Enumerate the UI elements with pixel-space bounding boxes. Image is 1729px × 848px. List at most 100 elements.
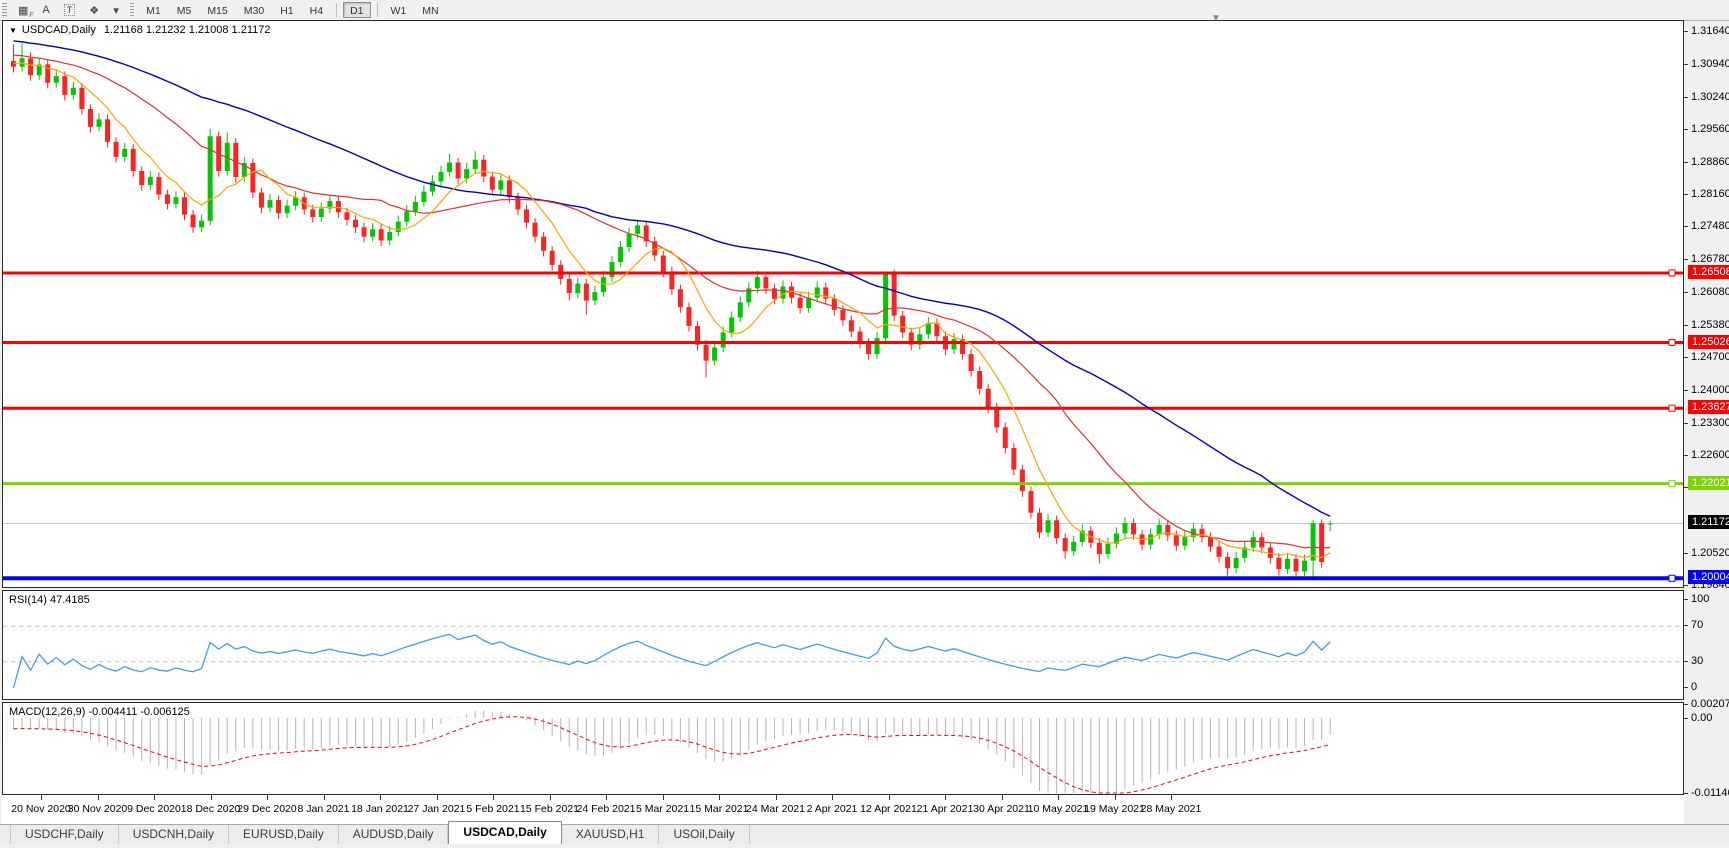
text-label-icon[interactable]: T	[57, 2, 83, 19]
time-tick	[832, 795, 833, 800]
macd-signal-line	[13, 716, 1331, 794]
text-glyph: A	[42, 4, 50, 16]
time-axis[interactable]: 20 Nov 2020 30 Nov 2020 9 Dec 2020 18 Dec 2…	[2, 795, 1684, 824]
ma-fast-line	[13, 62, 1331, 559]
ma-mid-line	[13, 54, 1331, 549]
tab-audusd[interactable]: AUDUSD,Daily	[339, 825, 449, 845]
time-axis-label: 24 Mar 2021	[746, 803, 805, 815]
time-axis-label: 5 Mar 2021	[635, 803, 690, 815]
toolbar-group-grip[interactable]	[130, 3, 135, 17]
tab-usoil[interactable]: USOil,Daily	[659, 825, 750, 845]
time-axis-label: 12 Apr 2021	[860, 803, 917, 815]
rsi-axis[interactable]: 100 70 30 0	[1684, 590, 1729, 700]
time-axis-label: 5 Feb 2021	[466, 803, 520, 815]
symbol-info-line: ▼ USDCAD,Daily 1.21168 1.21232 1.21008 1.2…	[9, 24, 270, 36]
time-tick	[380, 795, 381, 800]
time-tick	[267, 795, 268, 800]
ma-slow-line	[13, 40, 1331, 517]
collapse-arrow-icon[interactable]: ▼	[9, 26, 17, 35]
timeframe-w1[interactable]: W1	[384, 2, 414, 18]
time-tick	[1171, 795, 1172, 800]
fibo-grid-icon[interactable]: ▦ F	[11, 2, 35, 19]
price-axis[interactable]: 1.31640 1.30940 1.30240 1.29560 1.28860 1.281…	[1684, 20, 1729, 591]
time-tick	[323, 795, 325, 800]
timeframe-m30[interactable]: M30	[237, 2, 271, 18]
time-axis-label: 20 Nov 2020	[11, 803, 71, 815]
rsi-chart[interactable]	[3, 591, 1683, 699]
time-tick	[945, 795, 946, 800]
price-flag: 1.25026	[1688, 334, 1729, 349]
tab-xauusd[interactable]: XAUUSD,H1	[562, 825, 660, 845]
toolbar: ▦ F A T ❖ ▾ M1 M5 M15 M30 H1 H4 D1 W1 MN	[0, 0, 1729, 21]
time-axis-label: 10 May 2021	[1027, 803, 1089, 815]
time-tick	[210, 795, 212, 800]
fibo-grid-glyph: ▦	[18, 4, 29, 17]
tab-usdchf[interactable]: USDCHF,Daily	[10, 825, 119, 845]
toolbar-separator	[376, 3, 378, 17]
time-axis-label: 30 Nov 2020	[67, 803, 128, 815]
macd-axis[interactable]: 0.0020740.00-0.011462	[1684, 698, 1729, 799]
arrows-icon[interactable]: ❖	[82, 2, 106, 19]
rsi-panel[interactable]: RSI(14) 47.4185	[2, 590, 1684, 700]
time-tick	[154, 795, 155, 800]
hline-handle	[1668, 339, 1676, 347]
time-tick	[719, 795, 720, 800]
timeframe-m15[interactable]: M15	[200, 2, 234, 18]
price-flag: 1.23627	[1688, 400, 1729, 415]
candlestick-layer	[11, 43, 1333, 580]
time-axis-label: 28 May 2021	[1140, 803, 1202, 815]
rsi-line	[12, 633, 1331, 689]
text-label-glyph: T	[63, 4, 76, 16]
text-icon[interactable]: A	[35, 2, 56, 19]
chart-shift-marker-icon[interactable]: ▼	[1211, 13, 1221, 24]
arrows-dropdown-icon[interactable]: ▾	[106, 2, 126, 19]
hline-handle	[1668, 480, 1676, 488]
timeframe-m1[interactable]: M1	[139, 2, 168, 18]
tab-usdcad[interactable]: USDCAD,Daily	[448, 821, 562, 845]
price-flag: 1.20004	[1688, 570, 1729, 585]
timeframe-h4[interactable]: H4	[303, 2, 330, 18]
price-chart-panel[interactable]: ▼ USDCAD,Daily 1.21168 1.21232 1.21008 1.2…	[2, 20, 1684, 588]
time-tick	[97, 795, 99, 800]
tab-eurusd[interactable]: EURUSD,Daily	[229, 825, 339, 845]
time-tick	[1058, 795, 1059, 800]
hline-handle	[1668, 404, 1676, 412]
time-axis-label: 18 Jan 2021	[351, 803, 409, 815]
timeframe-mn[interactable]: MN	[415, 2, 445, 18]
timeframe-h1[interactable]: H1	[273, 2, 300, 18]
status-bar	[0, 844, 1729, 848]
time-axis-label: 30 Apr 2021	[973, 803, 1030, 815]
symbol-title: USDCAD,Daily	[21, 24, 96, 36]
chevron-down-icon: ▾	[113, 4, 119, 17]
macd-chart[interactable]	[3, 703, 1683, 794]
time-tick	[41, 795, 42, 800]
tab-usdcnh[interactable]: USDCNH,Daily	[119, 825, 230, 845]
timeframe-d1[interactable]: D1	[343, 2, 371, 18]
time-tick	[606, 795, 607, 800]
macd-panel[interactable]: MACD(12,26,9) -0.004411 -0.006125	[2, 702, 1684, 795]
price-flag: 1.22021	[1688, 475, 1729, 490]
time-tick	[549, 795, 551, 800]
time-axis-label: 19 May 2021	[1084, 803, 1145, 815]
time-axis-label: 27 Jan 2021	[407, 803, 466, 815]
time-axis-label: 8 Jan 2021	[297, 803, 350, 815]
hline-handle	[1668, 269, 1676, 277]
time-axis-label: 2 Apr 2021	[806, 803, 858, 815]
ohlc-quote: 1.21168 1.21232 1.21008 1.21172	[103, 24, 271, 36]
toolbar-separator	[336, 3, 338, 17]
time-tick	[888, 795, 890, 800]
time-axis-label: 18 Dec 2020	[180, 803, 241, 815]
time-tick	[493, 795, 494, 800]
time-axis-label: 21 Apr 2021	[916, 803, 974, 815]
hline-handle	[1668, 574, 1676, 582]
arrows-glyph: ❖	[89, 4, 100, 17]
timeframe-m5[interactable]: M5	[170, 2, 199, 18]
time-axis-label: 24 Feb 2021	[576, 803, 636, 815]
candlestick-chart[interactable]	[3, 21, 1683, 587]
toolbar-grip[interactable]	[2, 3, 7, 17]
fibo-grid-badge: F	[29, 11, 34, 19]
time-axis-label: 9 Dec 2020	[127, 803, 181, 815]
chart-tab-bar: USDCHF,Daily USDCNH,Daily EURUSD,Daily A…	[0, 821, 1729, 845]
price-flag: 1.26508	[1688, 264, 1729, 279]
